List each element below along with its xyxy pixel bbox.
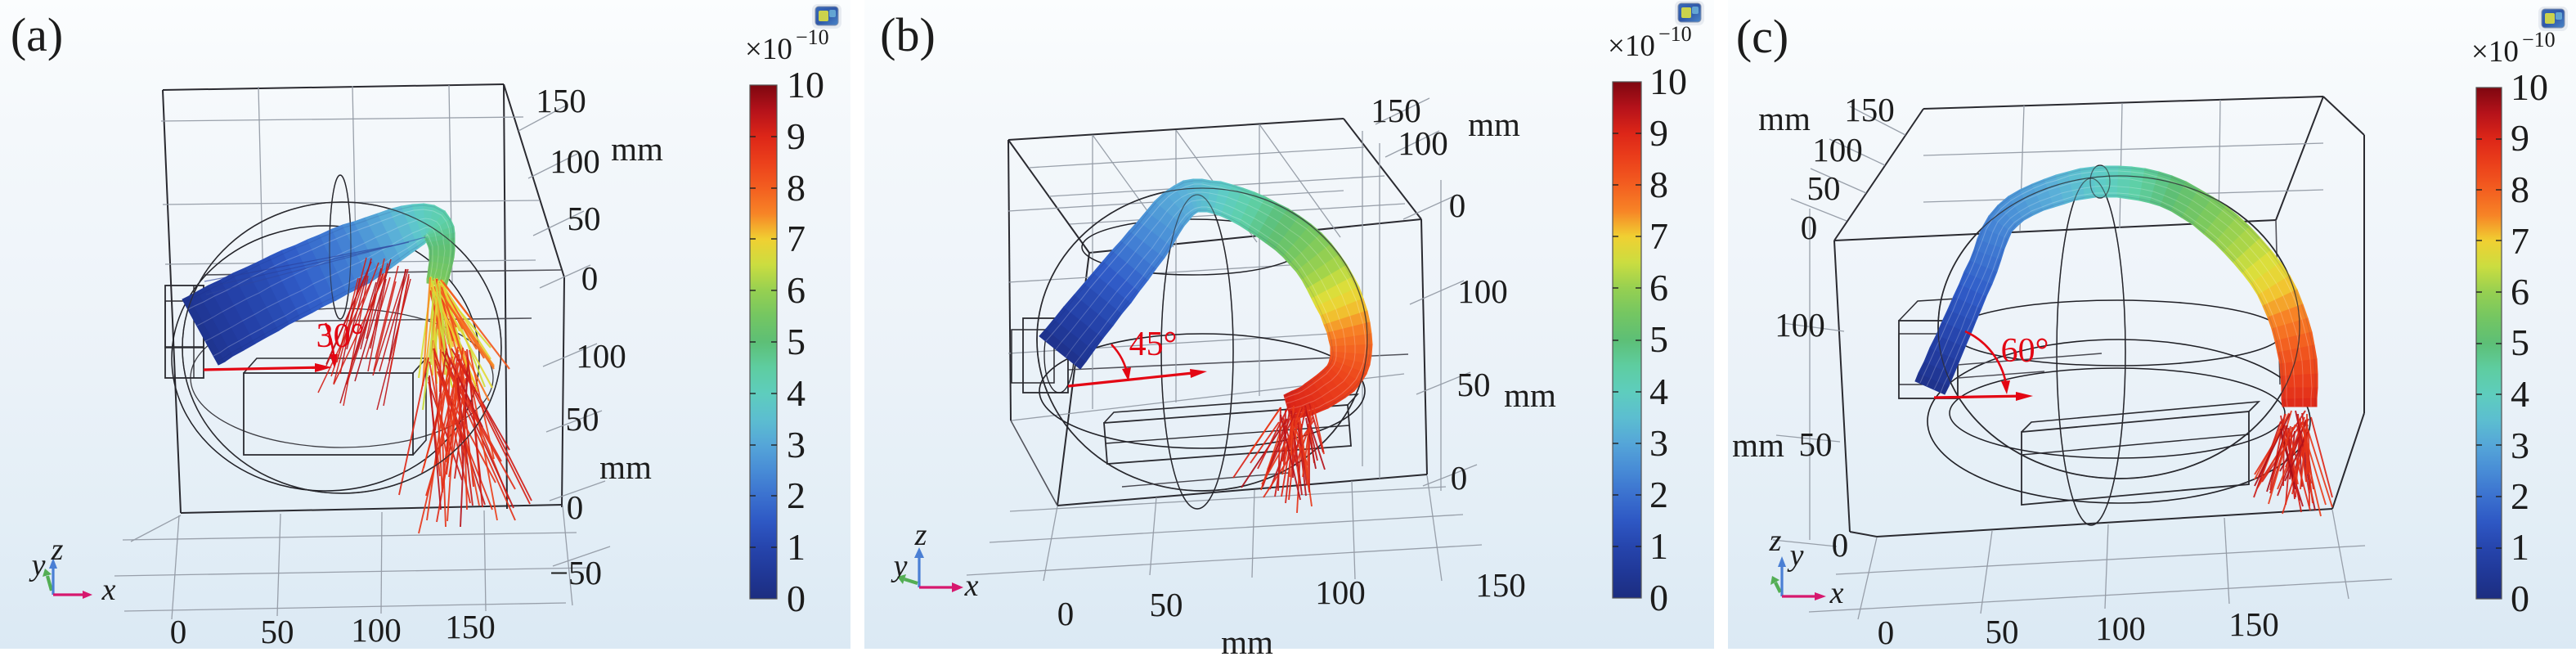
svg-text:mm: mm: [611, 130, 663, 168]
svg-text:mm: mm: [1221, 623, 1273, 657]
svg-text:6: 6: [2511, 271, 2529, 313]
svg-text:150: 150: [1475, 566, 1526, 604]
svg-text:0: 0: [1878, 614, 1895, 651]
svg-text:−10: −10: [2522, 28, 2556, 52]
svg-text:3: 3: [1649, 422, 1668, 464]
svg-text:×10: ×10: [1608, 29, 1655, 63]
svg-text:10: 10: [2511, 66, 2548, 108]
svg-text:−10: −10: [1658, 22, 1692, 46]
svg-text:7: 7: [787, 218, 806, 259]
svg-text:(a): (a): [11, 8, 63, 61]
svg-text:0: 0: [1451, 459, 1468, 497]
svg-text:0: 0: [2511, 578, 2529, 619]
svg-text:−50: −50: [550, 554, 602, 591]
svg-text:100: 100: [1812, 131, 1863, 169]
svg-text:100: 100: [576, 337, 626, 375]
svg-text:0: 0: [567, 488, 584, 526]
svg-text:150: 150: [445, 608, 496, 645]
svg-text:10: 10: [1649, 61, 1687, 102]
svg-text:9: 9: [1649, 112, 1668, 154]
svg-text:x: x: [1829, 576, 1844, 610]
svg-text:100: 100: [550, 142, 600, 180]
svg-text:9: 9: [787, 115, 806, 157]
svg-text:3: 3: [2511, 425, 2529, 466]
svg-text:10: 10: [787, 64, 824, 106]
svg-text:50: 50: [568, 200, 601, 237]
svg-text:−10: −10: [796, 25, 829, 49]
svg-text:7: 7: [2511, 220, 2529, 262]
svg-text:100: 100: [2095, 609, 2146, 647]
svg-text:×10: ×10: [2471, 35, 2519, 69]
svg-text:4: 4: [2511, 373, 2529, 415]
svg-text:1: 1: [1649, 525, 1668, 567]
svg-text:mm: mm: [1732, 426, 1784, 464]
svg-text:45°: 45°: [1129, 326, 1178, 363]
svg-text:mm: mm: [1468, 106, 1520, 143]
svg-text:1: 1: [787, 526, 806, 568]
svg-text:60°: 60°: [2001, 332, 2049, 370]
svg-text:8: 8: [2511, 169, 2529, 210]
svg-text:(b): (b): [880, 8, 936, 61]
svg-text:0: 0: [1801, 209, 1818, 246]
svg-text:8: 8: [787, 167, 806, 209]
svg-text:7: 7: [1649, 215, 1668, 257]
svg-text:3: 3: [787, 424, 806, 465]
svg-text:×10: ×10: [745, 33, 792, 66]
svg-text:1: 1: [2511, 526, 2529, 568]
svg-text:y: y: [1787, 538, 1804, 573]
svg-text:100: 100: [1457, 272, 1508, 310]
svg-text:2: 2: [787, 474, 806, 516]
svg-text:9: 9: [2511, 117, 2529, 159]
svg-text:mm: mm: [1758, 100, 1811, 137]
svg-text:0: 0: [170, 613, 187, 650]
svg-text:50: 50: [1986, 613, 2019, 650]
svg-text:50: 50: [1807, 169, 1841, 207]
svg-text:mm: mm: [599, 448, 652, 486]
svg-text:50: 50: [261, 613, 294, 650]
svg-text:2: 2: [2511, 475, 2529, 517]
svg-text:150: 150: [2228, 605, 2279, 643]
svg-text:0: 0: [1449, 187, 1466, 224]
svg-text:150: 150: [536, 82, 586, 119]
svg-text:50: 50: [1799, 425, 1833, 463]
svg-text:2: 2: [1649, 474, 1668, 515]
svg-text:0: 0: [1832, 526, 1849, 564]
svg-text:100: 100: [351, 611, 402, 649]
svg-text:8: 8: [1649, 164, 1668, 205]
svg-text:5: 5: [2511, 322, 2529, 363]
svg-text:50: 50: [566, 400, 599, 438]
svg-text:4: 4: [1649, 371, 1668, 412]
svg-text:0: 0: [1649, 577, 1668, 618]
svg-text:50: 50: [1457, 366, 1491, 403]
svg-text:6: 6: [787, 269, 806, 311]
svg-text:100: 100: [1398, 124, 1448, 162]
svg-text:5: 5: [1649, 318, 1668, 360]
svg-text:x: x: [964, 569, 979, 603]
svg-text:y: y: [891, 549, 908, 583]
svg-text:150: 150: [1371, 92, 1421, 129]
svg-text:z: z: [914, 518, 927, 552]
svg-text:100: 100: [1315, 573, 1366, 611]
svg-text:50: 50: [1150, 586, 1183, 623]
svg-text:4: 4: [787, 372, 806, 414]
svg-text:0: 0: [1057, 595, 1075, 632]
svg-text:5: 5: [787, 321, 806, 362]
svg-text:150: 150: [1844, 91, 1895, 128]
svg-text:x: x: [101, 573, 116, 607]
svg-text:mm: mm: [1504, 376, 1556, 414]
svg-text:0: 0: [581, 259, 599, 297]
svg-text:(c): (c): [1736, 10, 1788, 63]
svg-text:30°: 30°: [316, 317, 365, 355]
svg-text:100: 100: [1775, 306, 1825, 344]
svg-text:6: 6: [1649, 267, 1668, 308]
svg-text:y: y: [29, 548, 46, 582]
svg-text:z: z: [51, 533, 64, 567]
svg-text:0: 0: [787, 578, 806, 619]
svg-text:z: z: [1769, 524, 1782, 558]
